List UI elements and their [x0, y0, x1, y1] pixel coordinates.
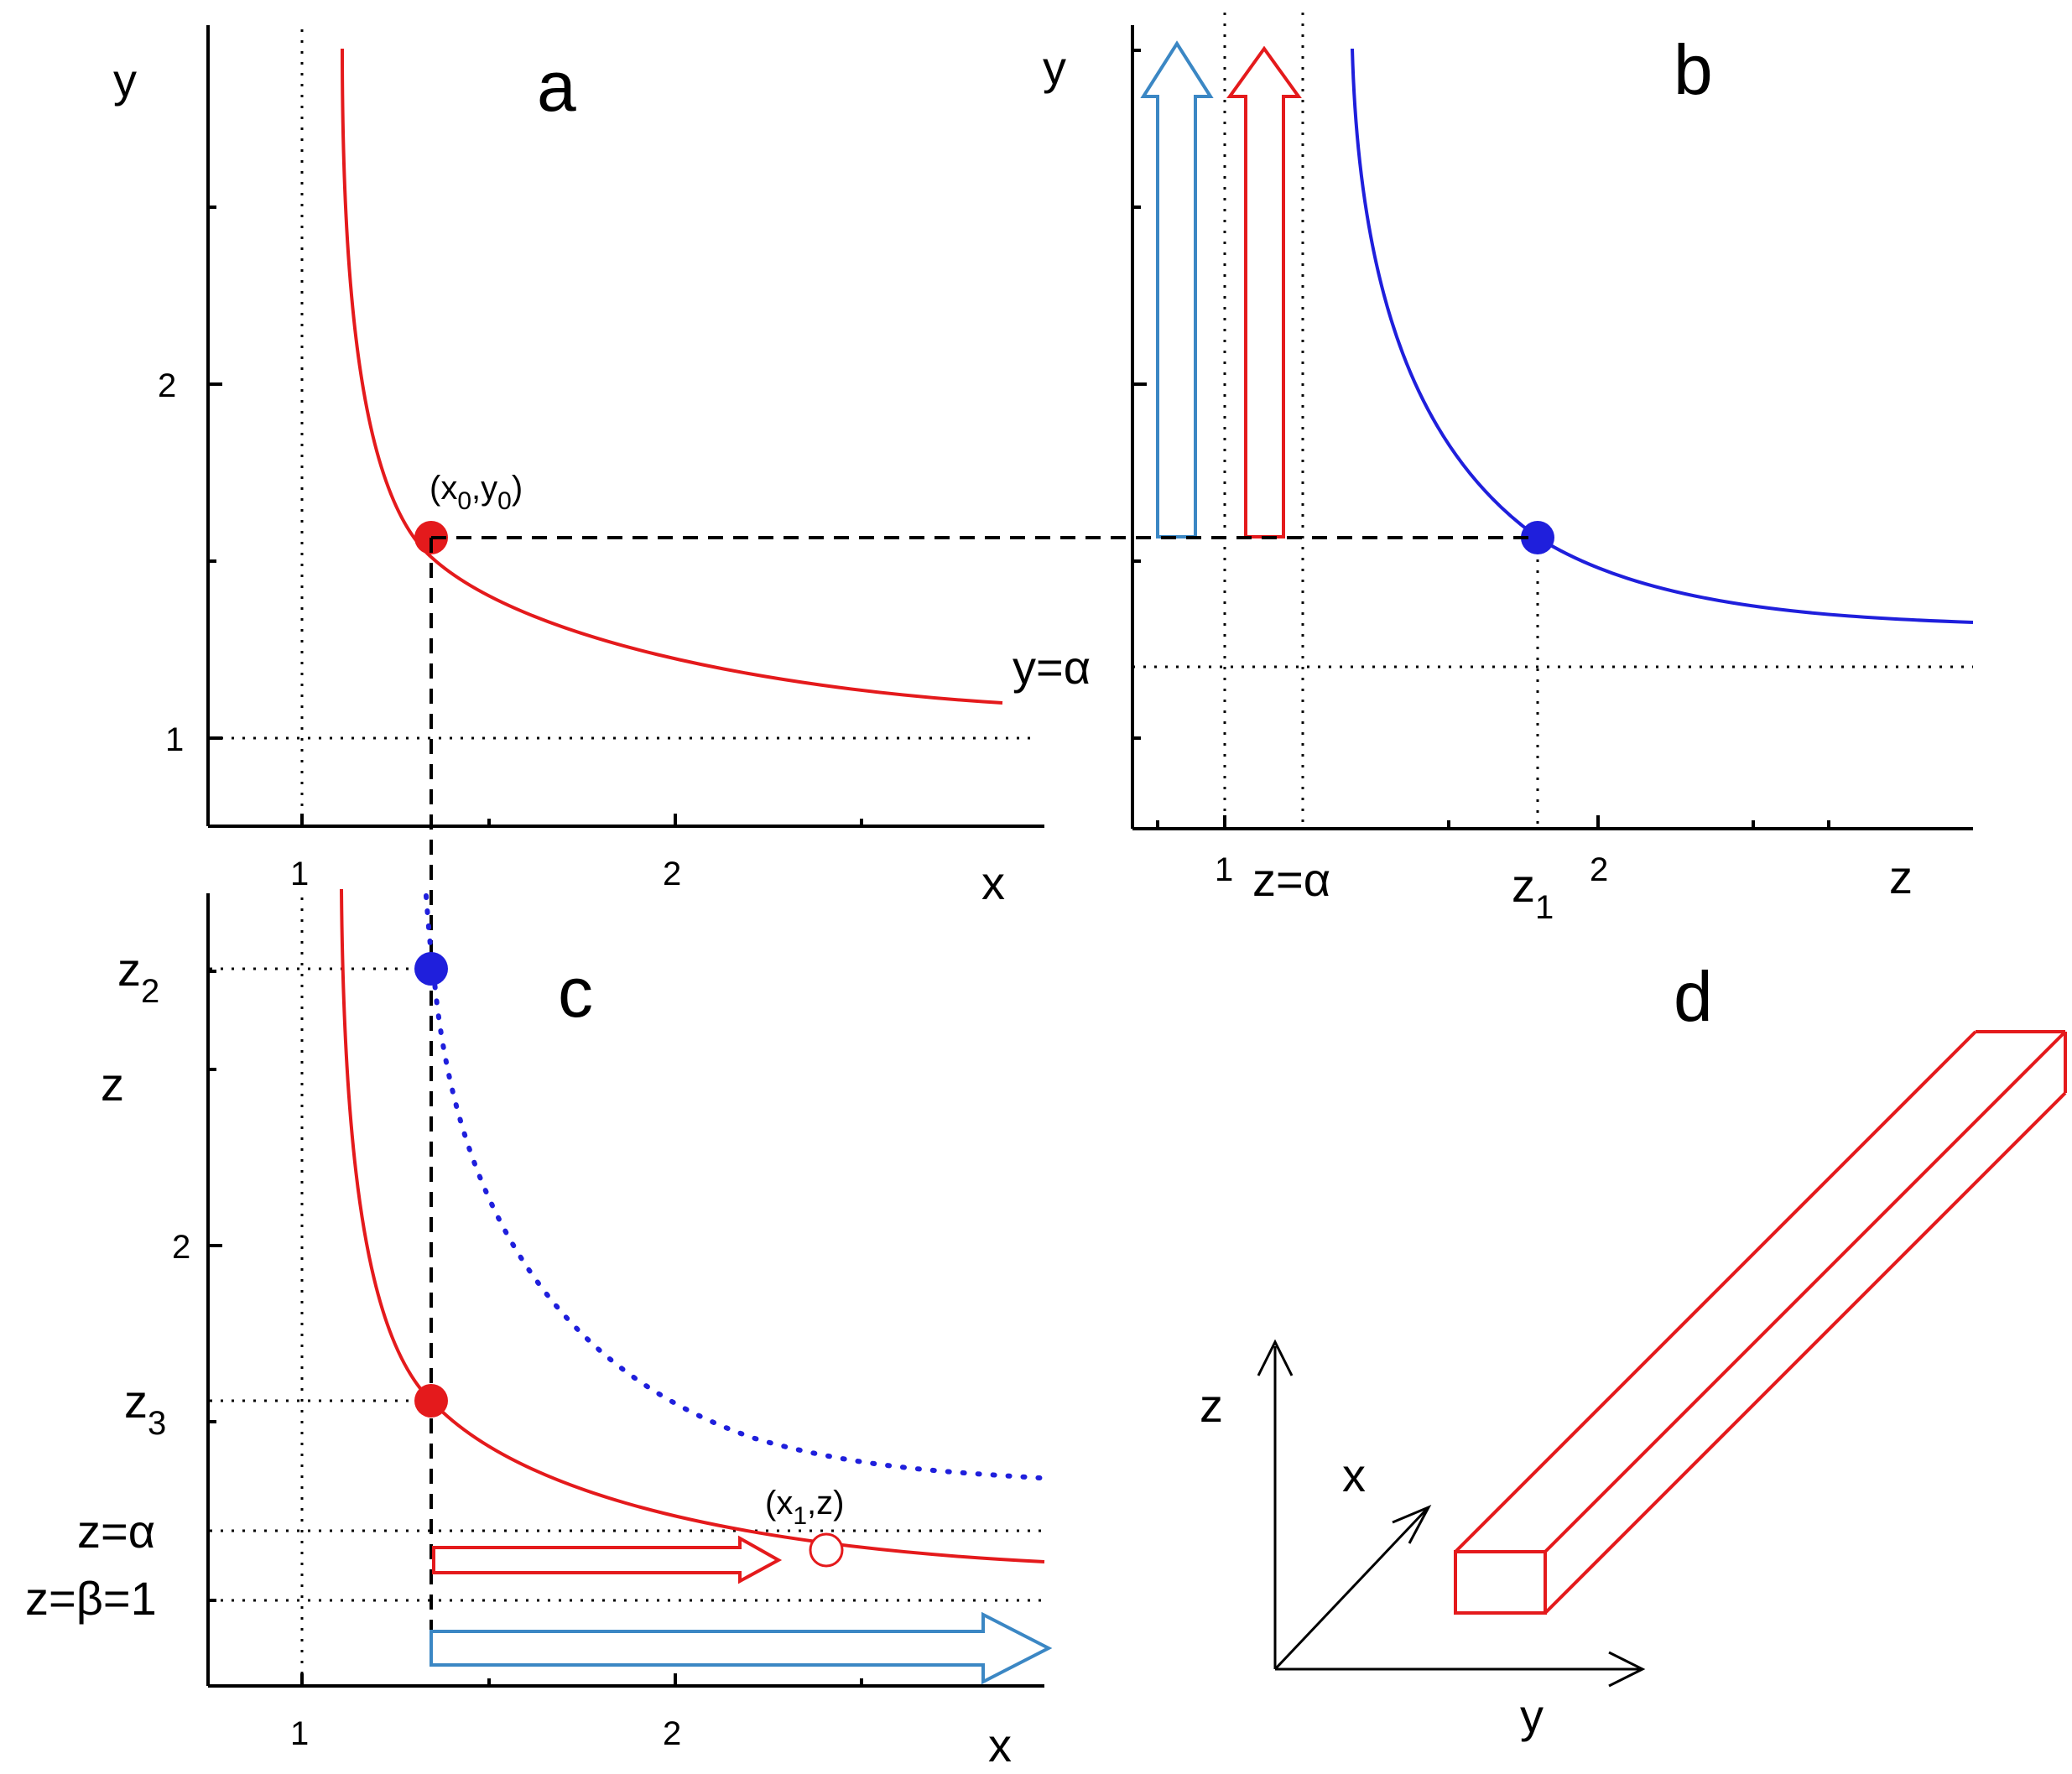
panel-a: a y x 1 2 1 2 (x0,y0): [113, 25, 1044, 909]
panel-a-ylabel: y: [113, 54, 137, 107]
panel-c-blue-dotted-curve: [424, 893, 1043, 1480]
panel-d: d z x y: [1200, 957, 2067, 1742]
panel-d-x-axis: [1273, 1508, 1428, 1671]
panel-c-grid: [210, 897, 1044, 1682]
panel-c-point-x1-z: [809, 1532, 844, 1568]
panel-c-red-curve: [340, 888, 1045, 1563]
panel-c-axes: [206, 893, 1044, 1688]
panel-b-xlabel: z: [1889, 851, 1913, 903]
panel-c-ylabel: z: [101, 1058, 124, 1111]
panel-c-z2-label: z2: [117, 943, 159, 1010]
panel-a-axes: [206, 25, 1044, 828]
panel-b-point-z1: [1521, 521, 1554, 554]
panel-d-letter: d: [1674, 957, 1713, 1036]
panel-c: c z x 1 2 2 z2 z3 z=α z=β=1 (x1,z): [25, 888, 1053, 1771]
panel-d-z-label: z: [1200, 1379, 1223, 1432]
panel-a-letter: a: [537, 47, 576, 126]
panel-d-prism-edge-bottom-right: [1544, 1091, 2067, 1615]
panel-b-grid: [1132, 13, 1973, 826]
panel-b-blue-up-arrow: [1140, 40, 1214, 538]
panel-a-grid: [210, 29, 1032, 822]
panel-c-xtick-label-2: 2: [663, 1715, 681, 1752]
panel-d-z-arrowhead: [1257, 1339, 1294, 1376]
panel-d-x-arrowhead: [1392, 1504, 1432, 1544]
panel-d-y-arrowhead: [1608, 1651, 1646, 1688]
panel-a-xtick-label-1: 1: [290, 856, 309, 892]
panel-c-xtick-label-1: 1: [290, 1715, 309, 1752]
panel-c-ytick-label-2: 2: [172, 1229, 190, 1266]
panel-d-axes: [1257, 1339, 1646, 1688]
panel-c-blue-right-arrow: [429, 1611, 1053, 1685]
panel-a-xlabel: x: [981, 856, 1005, 909]
panel-c-z3-label: z3: [124, 1375, 166, 1442]
panel-b-y-alpha-label: y=α: [1013, 641, 1091, 694]
connector-lines: [429, 536, 1538, 1665]
panel-a-xtick-label-2: 2: [663, 856, 681, 892]
panel-b-axes: [1131, 25, 1973, 830]
panel-b-xtick-label-2: 2: [1590, 851, 1608, 888]
panel-d-prism: [1454, 1030, 2067, 1615]
panel-c-xlabel: x: [988, 1719, 1012, 1771]
panel-c-alpha-label: z=α: [77, 1505, 155, 1558]
panel-b: b y z 1 2 y=α z=α z1: [1013, 13, 1974, 926]
panel-b-z-alpha-label: z=α: [1252, 853, 1330, 906]
panel-c-red-right-arrow: [432, 1535, 783, 1584]
panel-c-point-label: (x1,z): [765, 1485, 844, 1530]
panel-b-xtick-label-1: 1: [1215, 851, 1233, 888]
panel-c-point-z3: [414, 1384, 448, 1418]
panel-a-curve: [341, 48, 1003, 705]
panel-b-ylabel: y: [1043, 41, 1066, 94]
panel-d-x-label: x: [1342, 1449, 1366, 1501]
panel-a-ytick-label-2: 2: [158, 367, 176, 404]
panel-c-point-z2: [414, 952, 448, 986]
panel-b-red-up-arrow: [1226, 45, 1302, 538]
panel-d-prism-edge-top-left: [1454, 1030, 1977, 1553]
panel-a-point-label: (x0,y0): [429, 470, 523, 515]
panel-a-ytick-label-1: 1: [165, 721, 184, 758]
panel-c-letter: c: [558, 953, 593, 1032]
panel-c-beta-label: z=β=1: [25, 1572, 157, 1625]
panel-d-prism-front-face: [1454, 1550, 1547, 1615]
panel-d-prism-edge-top-right: [1544, 1030, 2067, 1553]
panel-b-z1-label: z1: [1512, 859, 1554, 926]
panel-b-letter: b: [1674, 30, 1713, 109]
panel-d-y-label: y: [1520, 1689, 1544, 1742]
